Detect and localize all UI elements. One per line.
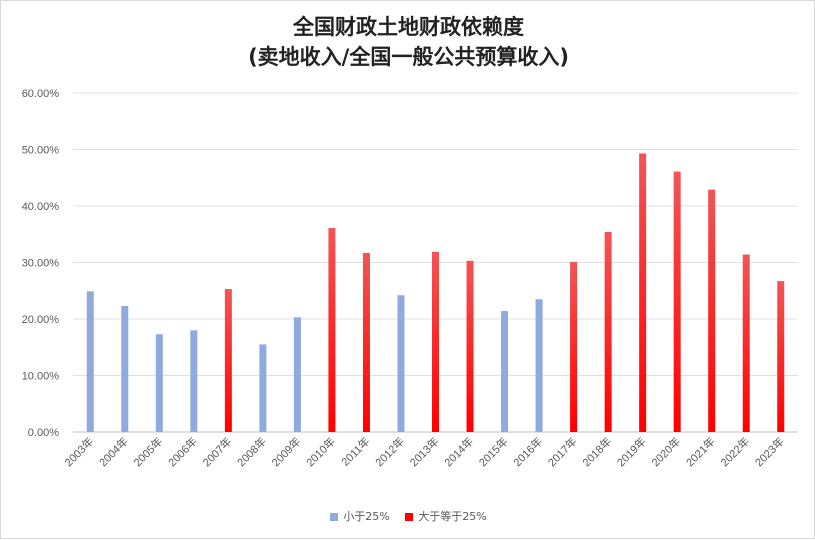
x-tick-label: 2017年: [545, 434, 580, 469]
bar-below-25: [501, 311, 509, 432]
bar-above-25: [224, 289, 232, 432]
x-tick-label: 2019年: [614, 434, 649, 469]
y-tick-label: 20.00%: [22, 314, 60, 326]
legend-label: 小于25%: [343, 510, 390, 523]
bar-above-25: [708, 189, 716, 432]
bar-below-25: [397, 295, 405, 432]
legend-label: 大于等于25%: [418, 510, 487, 523]
y-tick-label: 0.00%: [28, 427, 59, 439]
x-tick-label: 2004年: [96, 434, 131, 469]
x-tick-label: 2011年: [338, 434, 372, 468]
legend-swatch-blue: [330, 513, 339, 521]
bar-above-25: [328, 228, 336, 432]
bar-below-25: [190, 330, 198, 432]
x-tick-label: 2012年: [372, 434, 407, 469]
bar-above-25: [639, 153, 647, 432]
bar-below-25: [535, 299, 543, 432]
y-tick-label: 60.00%: [22, 88, 60, 100]
bar-below-25: [155, 334, 163, 432]
bar-below-25: [121, 306, 129, 432]
bar-below-25: [259, 344, 267, 432]
x-tick-label: 2016年: [510, 434, 545, 469]
bar-above-25: [777, 281, 785, 432]
x-tick-label: 2023年: [752, 434, 787, 469]
x-tick-label: 2003年: [61, 434, 96, 469]
y-tick-label: 10.00%: [22, 371, 60, 383]
x-tick-label: 2008年: [234, 434, 269, 469]
bar-above-25: [604, 231, 612, 432]
bar-above-25: [570, 261, 578, 432]
x-tick-label: 2014年: [441, 434, 476, 469]
x-tick-label: 2010年: [303, 434, 338, 469]
x-tick-label: 2013年: [407, 434, 442, 469]
x-tick-label: 2022年: [717, 434, 752, 469]
x-tick-label: 2020年: [648, 434, 683, 469]
x-tick-label: 2006年: [165, 434, 200, 469]
y-tick-label: 30.00%: [22, 258, 60, 270]
bar-above-25: [432, 251, 439, 432]
chart-legend: 小于25% 大于等于25%: [1, 508, 815, 524]
y-tick-label: 50.00%: [22, 145, 60, 157]
bar-above-25: [673, 171, 681, 432]
chart-title: 全国财政土地财政依赖度: [293, 15, 524, 39]
bar-above-25: [362, 252, 370, 432]
bar-below-25: [86, 291, 94, 432]
bar-above-25: [466, 260, 474, 432]
x-tick-label: 2009年: [269, 434, 304, 469]
legend-item-above-25: 大于等于25%: [405, 508, 487, 524]
chart-subtitle: (卖地收入/全国一般公共预算收入): [248, 45, 569, 69]
bar-below-25: [293, 317, 301, 432]
legend-item-below-25: 小于25%: [330, 508, 390, 524]
x-tick-label: 2007年: [199, 434, 234, 469]
x-tick-label: 2018年: [579, 434, 614, 469]
legend-swatch-red: [405, 513, 414, 521]
y-tick-label: 40.00%: [22, 201, 60, 213]
x-tick-label: 2015年: [476, 434, 511, 469]
bar-above-25: [742, 254, 750, 432]
x-tick-label: 2021年: [683, 434, 718, 469]
x-tick-label: 2005年: [130, 434, 165, 469]
